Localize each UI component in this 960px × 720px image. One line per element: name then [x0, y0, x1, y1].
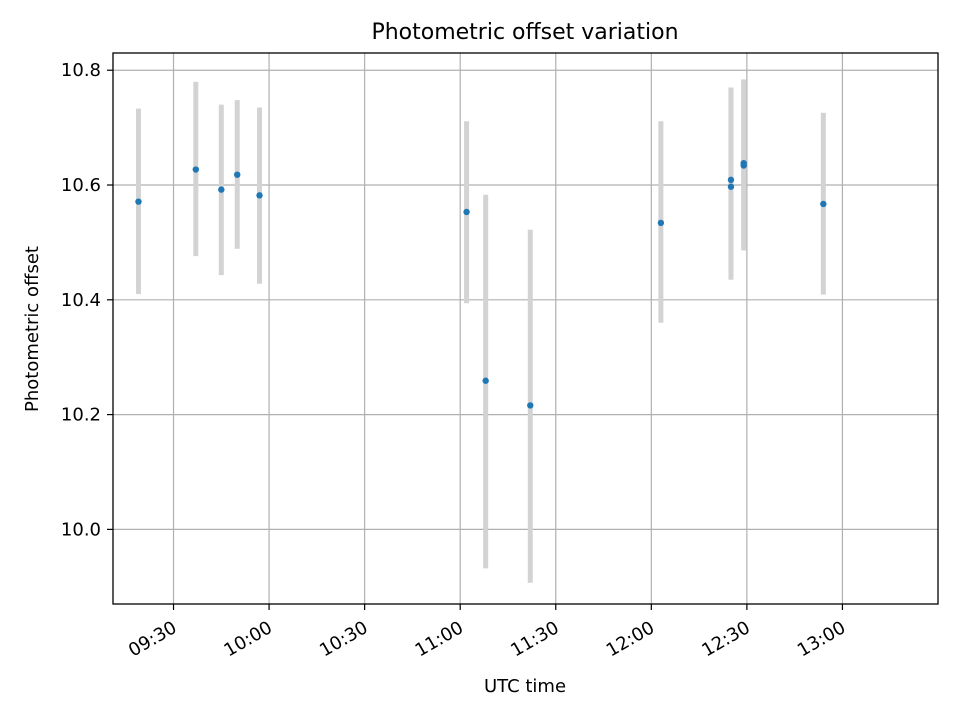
plot-frame — [112, 52, 939, 605]
data-point — [727, 176, 735, 184]
data-point — [463, 208, 470, 216]
y-axis: 10.0 10.2 10.4 10.6 10.8 — [61, 60, 113, 540]
data-point — [727, 183, 735, 190]
y-tick-label: 10.4 — [61, 290, 101, 311]
data-point — [527, 402, 534, 409]
data-point — [740, 162, 747, 169]
data-point — [192, 166, 200, 173]
data-point — [135, 198, 142, 205]
y-tick-label: 10.0 — [61, 519, 101, 540]
data-point — [256, 192, 263, 199]
data-point — [234, 171, 241, 178]
grid — [113, 53, 938, 604]
data-point — [820, 200, 827, 208]
data-point — [218, 186, 225, 193]
y-axis-label: Photometric offset — [22, 246, 43, 412]
y-tick-label: 10.6 — [61, 175, 101, 196]
y-tick-label: 10.2 — [61, 405, 101, 426]
chart-title: Photometric offset variation — [371, 20, 678, 45]
data-point — [657, 219, 665, 227]
data-points — [135, 160, 827, 409]
x-axis-label: UTC time — [484, 676, 566, 697]
data-point — [482, 377, 489, 384]
y-tick-label: 10.8 — [61, 60, 101, 81]
